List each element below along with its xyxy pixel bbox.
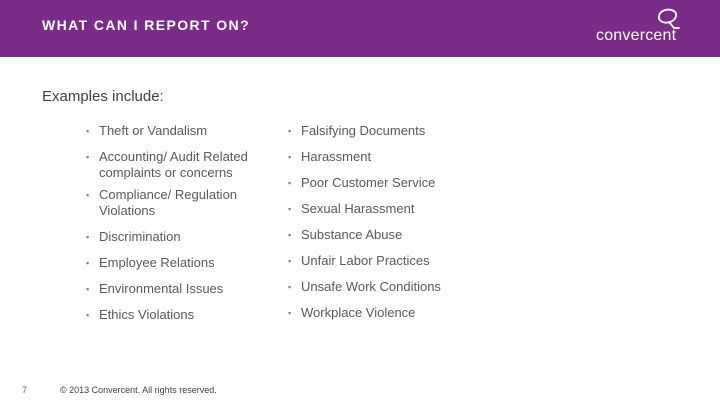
bullet-icon: ▪ bbox=[288, 126, 292, 136]
bullet-icon: ▪ bbox=[288, 256, 292, 266]
slide-title: WHAT CAN I REPORT ON? bbox=[42, 17, 251, 33]
left-example-list: ▪ Theft or Vandalism ▪ Accounting/ Audit R… bbox=[86, 123, 276, 333]
list-item: ▪ Theft or Vandalism bbox=[86, 123, 208, 138]
bullet-icon: ▪ bbox=[86, 152, 90, 162]
bullet-icon: ▪ bbox=[86, 310, 90, 320]
page-number: 7 bbox=[22, 385, 28, 395]
bullet-icon: ▪ bbox=[288, 178, 292, 188]
list-item: ▪ Compliance/ Regulation Violations bbox=[86, 187, 238, 218]
slide-header: WHAT CAN I REPORT ON? convercent bbox=[0, 0, 720, 57]
bullet-icon: ▪ bbox=[86, 258, 90, 268]
list-item: ▪ Discrimination bbox=[86, 229, 181, 244]
list-item: ▪ Accounting/ Audit Related complaints or… bbox=[86, 149, 248, 180]
list-item: ▪ Ethics Violations bbox=[86, 307, 195, 322]
list-item: ▪ Employee Relations bbox=[86, 255, 215, 270]
bullet-icon: ▪ bbox=[288, 230, 292, 240]
bullet-icon: ▪ bbox=[288, 308, 292, 318]
convercent-logo-mark-icon bbox=[658, 8, 680, 29]
convercent-logo: convercent bbox=[596, 8, 692, 44]
bullet-icon: ▪ bbox=[288, 152, 292, 162]
intro-text: Examples include: bbox=[42, 88, 164, 105]
bullet-icon: ▪ bbox=[288, 204, 292, 214]
bullet-icon: ▪ bbox=[86, 232, 90, 242]
list-item: ▪ Substance Abuse bbox=[288, 227, 403, 242]
bullet-icon: ▪ bbox=[86, 126, 90, 136]
list-item: ▪ Harassment bbox=[288, 149, 372, 164]
list-item: ▪ Workplace Violence bbox=[288, 305, 416, 320]
bullet-icon: ▪ bbox=[86, 284, 90, 294]
list-item: ▪ Environmental Issues bbox=[86, 281, 224, 296]
copyright-notice: © 2013 Convercent. All rights reserved. bbox=[60, 385, 217, 395]
list-item: ▪ Falsifying Documents bbox=[288, 123, 426, 138]
list-item: ▪ Unsafe Work Conditions bbox=[288, 279, 441, 294]
bullet-icon: ▪ bbox=[288, 282, 292, 292]
list-item: ▪ Sexual Harassment bbox=[288, 201, 415, 216]
right-example-list: ▪ Falsifying Documents ▪ Harassment ▪ Poor … bbox=[288, 123, 488, 331]
logo-wordmark: convercent bbox=[596, 27, 677, 44]
bullet-icon: ▪ bbox=[86, 190, 90, 200]
list-item: ▪ Poor Customer Service bbox=[288, 175, 436, 190]
list-item: ▪ Unfair Labor Practices bbox=[288, 253, 430, 268]
